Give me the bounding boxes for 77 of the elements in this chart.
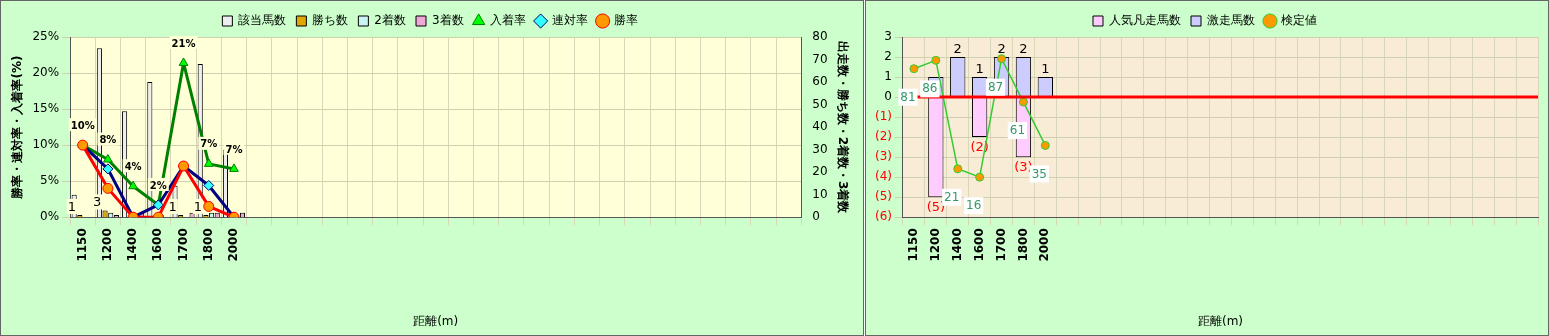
y2-axis-title: 出走数・勝ち数・2着数・3着数 <box>835 40 850 215</box>
x-tick-label: 1600 <box>150 228 165 262</box>
y-tick-label: (4) <box>875 169 892 184</box>
legend-label: 人気凡走馬数 <box>1109 13 1181 28</box>
x-tick-label: 1700 <box>993 228 1008 262</box>
y-tick-label: 5% <box>40 173 60 188</box>
data-label: 2 <box>1019 40 1028 56</box>
y2-tick-label: 0 <box>812 209 820 224</box>
data-label: 7% <box>200 138 218 150</box>
data-label: 8% <box>99 134 117 146</box>
legend-label: 入着率 <box>489 13 526 28</box>
y-tick-label: 25% <box>32 29 60 44</box>
data-label: 2% <box>149 179 167 191</box>
y2-tick-label: 30 <box>812 141 828 156</box>
data-label: 1 <box>193 198 203 214</box>
data-label: 21% <box>171 37 196 49</box>
data-label: 21 <box>944 189 960 204</box>
x-tick-label: 1700 <box>175 228 190 262</box>
y-tick-label: 3 <box>884 29 892 44</box>
legend-label: 3着数 <box>432 13 464 28</box>
y2-tick-label: 70 <box>812 51 828 66</box>
data-label: 2 <box>997 40 1006 56</box>
data-label: 16 <box>966 198 982 213</box>
y-tick-label: 1 <box>884 69 892 84</box>
legend-label: 検定値 <box>1281 13 1317 28</box>
data-label: 81 <box>900 89 916 104</box>
legend-label: 該当馬数 <box>238 13 287 28</box>
x-tick-label: 1600 <box>971 228 986 262</box>
y2-tick-label: 10 <box>812 186 828 201</box>
data-label: 35 <box>1031 166 1047 181</box>
legend-label: 激走馬数 <box>1207 13 1255 28</box>
y-tick-label: 15% <box>32 101 60 116</box>
y-tick-label: (6) <box>875 209 892 224</box>
x-tick-label: 1200 <box>927 228 942 262</box>
data-label: 61 <box>1009 123 1026 138</box>
data-label: 3 <box>92 194 102 210</box>
y2-tick-label: 80 <box>812 29 828 44</box>
y-tick-label: 10% <box>32 137 60 152</box>
y-tick-label: (3) <box>875 149 892 164</box>
x-tick-label: 2000 <box>226 228 241 262</box>
data-label: 1 <box>975 60 984 76</box>
data-label: 1 <box>168 198 177 214</box>
legend-label: 勝ち数 <box>312 13 349 28</box>
y2-tick-label: 60 <box>812 74 828 89</box>
data-label: 86 <box>922 81 938 96</box>
y2-tick-label: 50 <box>812 96 828 111</box>
y-tick-label: 2 <box>884 49 892 64</box>
legend-label: 2着数 <box>374 13 407 28</box>
legend-label: 勝率 <box>613 13 638 28</box>
y-axis-title: 勝率・連対率・入着率(%) <box>10 55 25 200</box>
data-label: 1 <box>67 198 76 214</box>
x-axis-title: 距離(m) <box>1197 313 1244 328</box>
x-tick-label: 1400 <box>125 228 140 262</box>
y-tick-label: 20% <box>32 65 60 80</box>
data-label: 10% <box>70 119 95 131</box>
y-tick-label: (2) <box>875 129 892 144</box>
y-tick-label: 0 <box>884 89 892 104</box>
x-tick-label: 1800 <box>1015 228 1030 262</box>
y2-tick-label: 40 <box>812 119 828 134</box>
data-label: 1 <box>1041 60 1050 76</box>
x-tick-label: 1800 <box>200 228 215 262</box>
data-label: 87 <box>987 79 1004 94</box>
data-label: 2 <box>953 40 962 56</box>
y2-tick-label: 20 <box>812 164 828 179</box>
data-label: (5) <box>926 199 946 215</box>
y-tick-label: (5) <box>875 189 892 204</box>
data-label: 4% <box>124 160 142 172</box>
x-axis-title: 距離(m) <box>413 313 459 328</box>
x-tick-label: 1200 <box>100 228 115 262</box>
y-tick-label: 0% <box>40 209 60 224</box>
x-tick-label: 2000 <box>1037 228 1052 262</box>
x-tick-label: 1150 <box>906 228 921 262</box>
x-tick-label: 1400 <box>949 228 964 262</box>
y-tick-label: (1) <box>875 109 892 124</box>
x-tick-label: 1150 <box>74 228 89 262</box>
data-label: 7% <box>225 143 243 155</box>
legend-label: 連対率 <box>551 13 588 28</box>
